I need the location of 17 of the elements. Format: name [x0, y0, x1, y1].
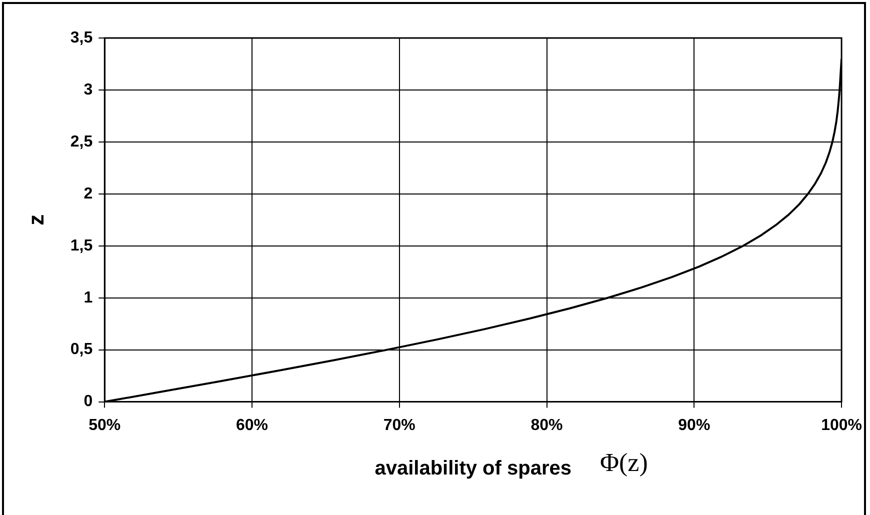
x-tick-label: 80%	[530, 416, 563, 434]
y-tick-label: 0,5	[70, 341, 93, 358]
x-tick-label: 70%	[383, 416, 416, 434]
y-tick-label: 0	[84, 393, 93, 410]
x-axis-title: availability of spares	[374, 458, 572, 480]
y-tick-label: 1,5	[70, 237, 93, 254]
x-tick-label: 100%	[821, 416, 862, 434]
y-tick-label: 2	[84, 185, 93, 202]
y-tick-label: 1	[84, 289, 93, 306]
y-tick-label: 2,5	[70, 133, 93, 150]
x-tick-label: 50%	[88, 416, 121, 434]
x-tick-label: 60%	[236, 416, 268, 434]
y-tick-label: 3	[84, 81, 93, 98]
x-tick-label: 90%	[678, 416, 710, 434]
y-axis-title: z	[23, 214, 48, 226]
y-tick-label: 3,5	[70, 29, 93, 46]
text: Φ(z)	[600, 448, 648, 477]
